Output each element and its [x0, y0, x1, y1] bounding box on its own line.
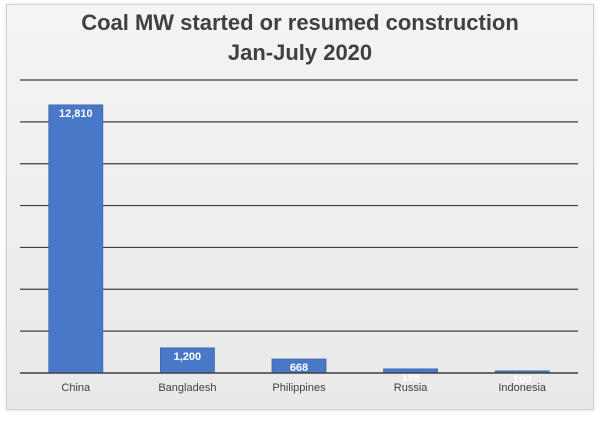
data-label-russia: 195 [401, 372, 419, 384]
data-label-philippines: 668 [290, 362, 308, 374]
x-tick-label-russia: Russia [394, 382, 429, 394]
bar-china [48, 104, 104, 374]
x-tick-label-philippines: Philippines [272, 382, 326, 394]
data-label-indonesia: 100 [513, 374, 531, 386]
x-tick-label-china: China [61, 382, 91, 394]
chart-title-line-1: Coal MW started or resumed construction [81, 10, 519, 35]
data-label-china: 12,810 [59, 108, 93, 120]
data-label-bangladesh: 1,200 [174, 351, 202, 363]
chart-frame [6, 4, 594, 410]
x-tick-label-indonesia: Indonesia [498, 382, 547, 394]
x-tick-label-bangladesh: Bangladesh [158, 382, 216, 394]
chart-title-line-2: Jan-July 2020 [227, 40, 373, 65]
